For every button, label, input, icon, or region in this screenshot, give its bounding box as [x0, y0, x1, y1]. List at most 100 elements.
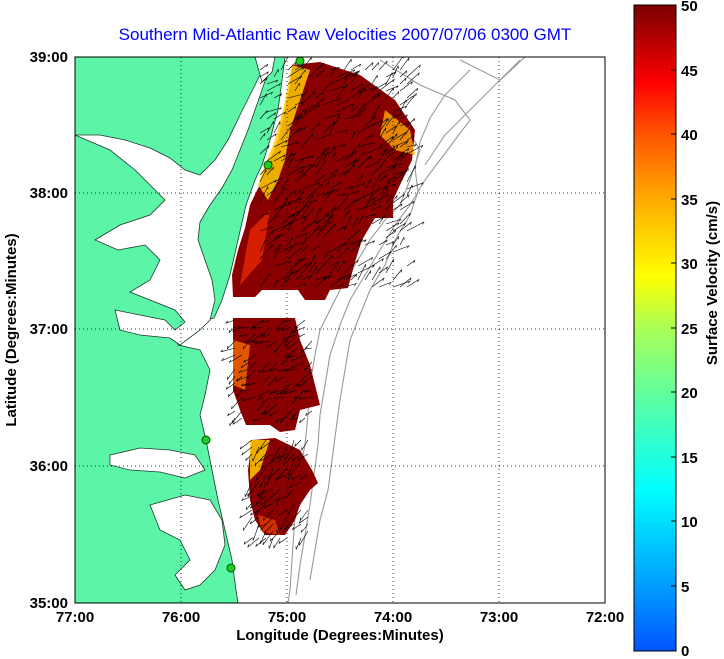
velocity-vector	[254, 453, 267, 466]
velocity-vector	[399, 212, 411, 225]
velocity-vector-head	[238, 370, 241, 373]
velocity-vector	[298, 333, 306, 338]
velocity-vector-head	[297, 116, 300, 121]
velocity-vector	[371, 174, 381, 190]
velocity-vector-head	[291, 476, 294, 480]
velocity-vector	[336, 237, 351, 253]
velocity-vector	[343, 73, 350, 85]
velocity-vector-head	[351, 103, 354, 107]
velocity-vector	[302, 375, 313, 385]
velocity-vector-head	[407, 148, 410, 152]
velocity-vector	[266, 121, 274, 134]
velocity-vector-head	[347, 247, 350, 251]
velocity-vector	[305, 410, 313, 416]
velocity-vector	[315, 213, 330, 225]
velocity-vector	[294, 82, 300, 92]
velocity-vector-head	[275, 477, 277, 481]
velocity-vector-head	[231, 406, 233, 410]
velocity-vector	[364, 134, 374, 141]
velocity-vector	[406, 184, 413, 197]
velocity-vector-head	[359, 143, 361, 147]
velocity-vector-head	[409, 277, 412, 281]
velocity-vector	[287, 152, 293, 162]
velocity-vector	[392, 280, 411, 288]
velocity-vector-head	[263, 505, 267, 508]
velocity-vector-head	[259, 495, 261, 499]
velocity-vector	[385, 113, 396, 127]
velocity-vector-head	[266, 481, 268, 485]
velocity-vector-head	[371, 257, 374, 261]
velocity-vector-head	[391, 136, 394, 140]
velocity-vector	[229, 417, 236, 427]
velocity-vector	[301, 219, 317, 232]
velocity-vector	[399, 57, 410, 71]
velocity-vector-head	[375, 86, 378, 89]
velocity-vector-head	[260, 502, 263, 506]
velocity-vector	[301, 201, 312, 218]
velocity-vector-head	[299, 75, 302, 79]
velocity-vector	[249, 333, 264, 343]
velocity-vector-head	[273, 390, 276, 394]
plot-area	[75, 57, 605, 603]
velocity-vector	[276, 326, 285, 331]
velocity-vector-head	[258, 370, 260, 374]
velocity-vector	[267, 467, 281, 480]
velocity-vector-head	[294, 443, 296, 447]
velocity-vector	[308, 122, 320, 134]
velocity-vector	[252, 340, 264, 343]
velocity-vector-head	[357, 259, 359, 263]
velocity-vector-head	[406, 122, 410, 125]
velocity-vector	[280, 178, 289, 190]
velocity-vector	[275, 467, 288, 481]
velocity-vector	[299, 417, 306, 424]
velocity-vector-head	[261, 370, 265, 373]
velocity-vector	[225, 382, 236, 390]
velocity-vector-head	[328, 221, 331, 225]
velocity-vector	[260, 439, 274, 450]
velocity-vector-head	[410, 221, 412, 225]
velocity-vector	[269, 410, 278, 418]
velocity-vector-head	[374, 203, 377, 206]
velocity-vector	[299, 516, 309, 524]
velocity-vector	[266, 83, 281, 92]
velocity-vector	[288, 502, 295, 515]
velocity-vector-head	[296, 270, 299, 274]
velocity-vector	[392, 153, 403, 169]
velocity-vector-head	[275, 502, 278, 506]
velocity-vector	[406, 144, 424, 155]
velocity-vector-head	[238, 334, 242, 338]
velocity-vector	[259, 63, 268, 71]
velocity-vector-head	[371, 62, 374, 66]
velocity-vector-head	[374, 116, 376, 120]
velocity-vector	[254, 340, 271, 345]
velocity-vector-head	[410, 125, 412, 129]
velocity-vector-head	[334, 223, 336, 227]
velocity-vector	[350, 90, 362, 99]
y-axis: 39:00 38:00 37:00 36:00 35:00 Latitude (…	[3, 49, 68, 612]
radar-station-marker	[201, 435, 211, 445]
velocity-vector-head	[298, 334, 301, 338]
velocity-vector-head	[338, 113, 341, 117]
velocity-vector	[243, 382, 257, 386]
velocity-vector	[322, 82, 333, 92]
velocity-vector	[287, 215, 296, 232]
velocity-vector-head	[353, 164, 356, 168]
velocity-vector	[308, 261, 316, 274]
velocity-vector	[399, 81, 413, 92]
velocity-vector-head	[298, 520, 301, 524]
velocity-vector	[301, 261, 312, 274]
velocity-vector	[378, 118, 388, 127]
velocity-vector	[392, 171, 404, 176]
velocity-vector	[287, 66, 305, 78]
colorbar-tick-label: 40	[681, 127, 698, 144]
chart-title: Southern Mid-Atlantic Raw Velocities 200…	[119, 25, 572, 44]
velocity-vector-head	[256, 408, 258, 412]
velocity-vector	[406, 87, 419, 99]
velocity-vector-head	[279, 107, 282, 111]
velocity-vector-head	[407, 280, 411, 284]
velocity-vector	[273, 279, 279, 288]
velocity-vector	[406, 279, 420, 288]
velocity-vector	[399, 237, 405, 246]
velocity-vector-head	[333, 174, 336, 178]
velocity-vector	[322, 98, 342, 106]
